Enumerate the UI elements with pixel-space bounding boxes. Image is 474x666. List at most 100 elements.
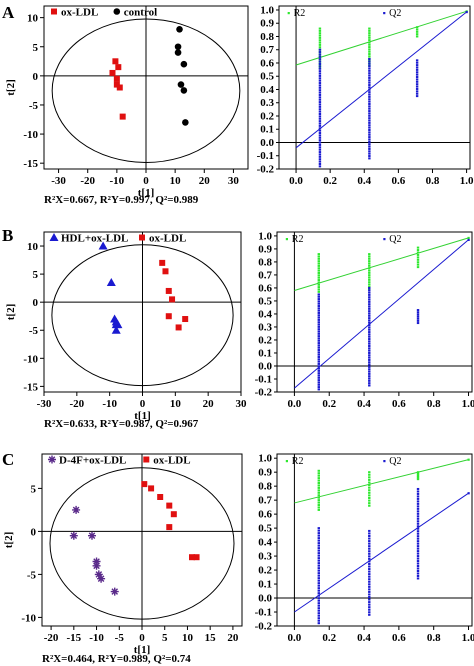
permutation-point: [318, 27, 322, 30]
legend-label: ox-LDL: [61, 7, 98, 19]
score-plot-b: -30 -20 -10 0 10 20 30 10 5 0 -5 -10 -15 t[1] t[2] HDL+…: [5, 231, 247, 422]
permutation-point: [317, 537, 320, 540]
permutation-point: [317, 584, 320, 587]
permutation-point: [368, 126, 371, 129]
permutation-point: [416, 317, 420, 320]
permutation-point: [318, 53, 322, 56]
permutation-point: [368, 319, 371, 322]
permutation-frame: [278, 5, 471, 170]
y-tick-label: 0.6: [260, 57, 274, 69]
permutation-point: [368, 145, 371, 148]
legend-item-q2: Q2: [383, 234, 402, 245]
x-tick-label: 0.2: [322, 398, 336, 410]
permutation-point: [416, 266, 420, 269]
permutation-point: [415, 92, 419, 95]
permutation-point: [318, 65, 322, 68]
model-point: [467, 236, 470, 240]
permutation-point: [318, 162, 322, 165]
permutation-point: [318, 105, 322, 108]
permutation-point: [368, 557, 371, 560]
permutation-point: [415, 61, 419, 64]
legend-label: ox-LDL: [149, 233, 186, 245]
permutation-point: [416, 547, 420, 550]
permutation-point: [317, 592, 320, 595]
y-tick-label: 0.2: [258, 334, 272, 346]
model-point: [467, 458, 470, 461]
permutation-point: [368, 138, 371, 141]
permutation-point: [317, 349, 320, 352]
y-tick-label: 0.9: [258, 243, 272, 255]
permutation-point: [368, 95, 371, 98]
permutation-point: [368, 478, 371, 481]
permutation-point: [416, 545, 420, 548]
data-point: [189, 554, 195, 561]
x-tick-label: 0.0: [289, 175, 303, 187]
permutation-point: [368, 257, 371, 260]
permutation-column-r2-2: [368, 471, 371, 507]
data-point: [193, 554, 200, 561]
permutation-point: [317, 379, 320, 382]
regression-line-q2: [295, 11, 467, 149]
permutation-point: [318, 46, 322, 49]
permutation-point: [368, 552, 371, 555]
permutation-point: [368, 379, 371, 382]
permutation-point: [318, 29, 322, 32]
permutation-point: [318, 158, 322, 161]
permutation-point: [317, 607, 320, 610]
permutation-point: [368, 305, 371, 308]
y-tick-label: 0.2: [258, 565, 272, 577]
permutation-point: [368, 532, 371, 535]
permutation-point: [317, 328, 320, 331]
permutation-point: [318, 103, 322, 106]
permutation-point: [317, 293, 320, 296]
permutation-point: [368, 114, 371, 117]
data-point: [106, 278, 116, 287]
permutation-point: [318, 98, 322, 101]
x-axis-label: t[1]: [134, 410, 151, 422]
permutation-point: [368, 288, 371, 291]
y-tick-label: 1.0: [258, 230, 272, 242]
permutation-point: [416, 557, 420, 560]
permutation-point: [317, 386, 320, 389]
permutation-point: [318, 79, 322, 82]
permutation-point: [317, 323, 320, 326]
permutation-point: [416, 550, 420, 553]
y-tick-label: 5: [31, 483, 37, 495]
permutation-point: [368, 81, 371, 84]
y-tick-label: 10: [27, 241, 39, 253]
y-axis-label: t[2]: [5, 79, 17, 96]
permutation-point: [368, 326, 371, 329]
permutation-point: [416, 522, 420, 525]
permutation-point: [416, 253, 420, 256]
permutation-point: [317, 602, 320, 605]
permutation-point: [415, 59, 419, 62]
permutation-point: [416, 263, 420, 266]
panel-a-stats: R²X=0.667, R²Y=0.997, Q²=0.989: [44, 194, 199, 206]
legend-marker: [383, 12, 386, 15]
permutation-point: [368, 368, 371, 371]
permutation-point: [368, 588, 371, 591]
permutation-point: [317, 477, 320, 480]
permutation-point: [318, 148, 322, 151]
panel-c: C R²X=0.464, R²Y=0.989, Q²=0.74: [2, 450, 191, 665]
permutation-point: [317, 559, 320, 562]
permutation-point: [318, 70, 322, 73]
permutation-point: [368, 91, 371, 94]
y-tick-label: 5: [33, 269, 39, 281]
permutation-point: [368, 98, 371, 101]
data-point: [182, 119, 189, 126]
data-point: [175, 324, 182, 331]
y-tick-label: 0.2: [260, 110, 274, 122]
model-point: [467, 492, 470, 495]
permutation-point: [368, 281, 371, 284]
permutation-point: [317, 479, 320, 482]
legend-label: Q2: [389, 234, 401, 245]
permutation-point: [318, 41, 322, 44]
permutation-point: [368, 53, 371, 56]
y-tick-label: -0.1: [255, 373, 272, 385]
permutation-point: [317, 508, 320, 511]
y-tick-label: -5: [27, 569, 37, 581]
series-control: [174, 25, 189, 126]
permutation-point: [368, 547, 371, 550]
permutation-point: [368, 331, 371, 334]
